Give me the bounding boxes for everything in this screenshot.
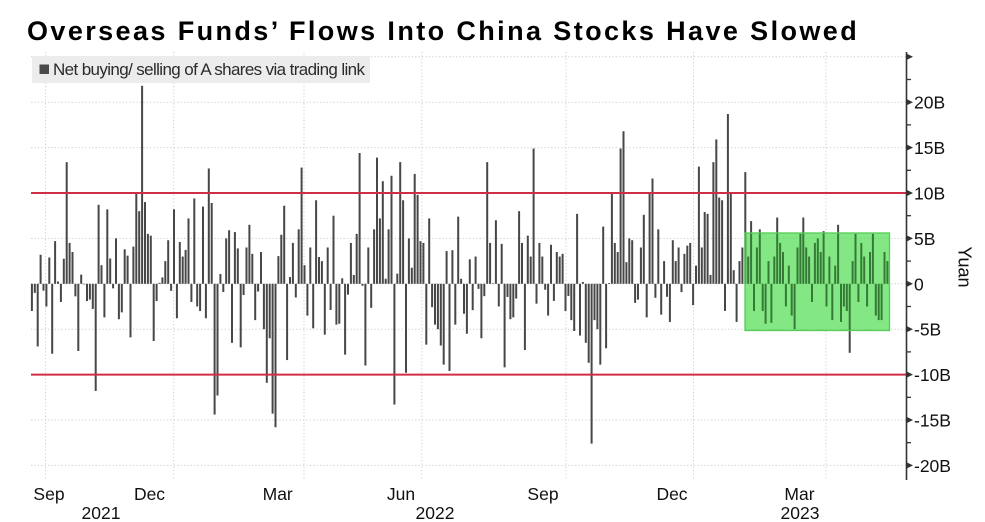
svg-text:Mar: Mar [784, 484, 814, 504]
svg-text:10B: 10B [914, 184, 945, 204]
svg-text:Net buying/ selling of A share: Net buying/ selling of A shares via trad… [53, 60, 365, 79]
svg-text:Sep: Sep [33, 484, 64, 504]
svg-text:-10B: -10B [914, 365, 951, 385]
svg-text:Sep: Sep [527, 484, 558, 504]
svg-text:-20B: -20B [914, 456, 951, 476]
svg-text:Mar: Mar [263, 484, 293, 504]
svg-text:5B: 5B [914, 229, 935, 249]
svg-text:2021: 2021 [82, 503, 121, 522]
svg-text:-5B: -5B [914, 320, 941, 340]
svg-text:15B: 15B [914, 138, 945, 158]
svg-text:Dec: Dec [134, 484, 165, 504]
svg-text:Yuan: Yuan [955, 246, 975, 287]
svg-text:-15B: -15B [914, 411, 951, 431]
svg-text:2022: 2022 [416, 503, 455, 522]
svg-text:Dec: Dec [656, 484, 687, 504]
svg-text:Jun: Jun [387, 484, 415, 504]
svg-text:20B: 20B [914, 93, 945, 113]
svg-text:0: 0 [914, 274, 924, 294]
svg-text:2023: 2023 [781, 503, 820, 522]
